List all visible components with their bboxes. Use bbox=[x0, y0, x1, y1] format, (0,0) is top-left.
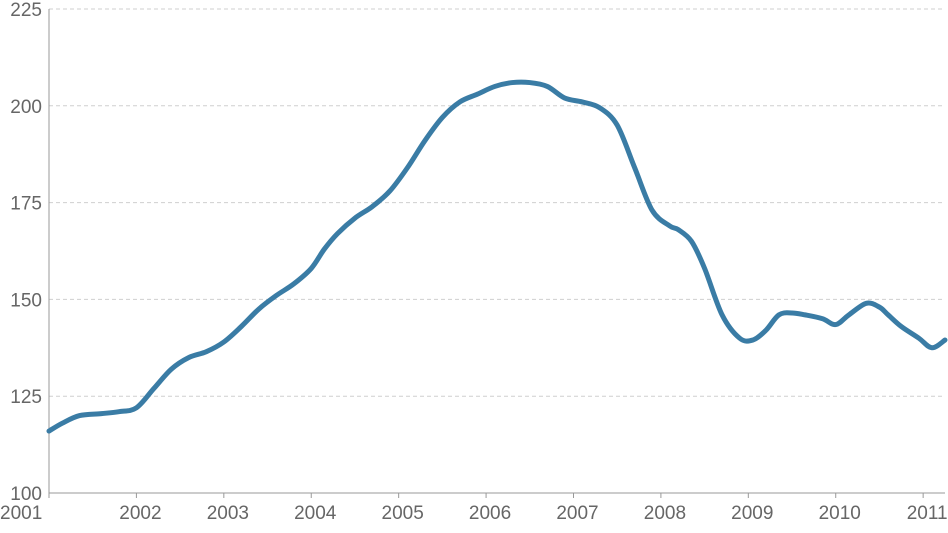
x-tick-label: 2008 bbox=[644, 503, 686, 524]
x-tick-labels: 2001 2002 2003 2004 2005 2006 2007 2008 2009 2010… bbox=[0, 503, 948, 524]
x-tick-label: 2003 bbox=[207, 503, 249, 524]
y-tick-label: 150 bbox=[10, 290, 42, 311]
grid-lines bbox=[49, 8, 945, 397]
axes bbox=[48, 9, 945, 498]
x-tick-label: 2011 bbox=[907, 503, 948, 524]
x-tick-label: 2005 bbox=[382, 503, 424, 524]
y-tick-label: 100 bbox=[10, 484, 42, 505]
x-tick-label: 2006 bbox=[469, 503, 511, 524]
x-tick-label: 2002 bbox=[119, 503, 161, 524]
x-tick-label: 2007 bbox=[556, 503, 598, 524]
y-tick-labels: 100 125 150 175 200 225 bbox=[10, 0, 42, 505]
x-tick-label: 2009 bbox=[731, 503, 773, 524]
y-tick-label: 125 bbox=[10, 387, 42, 408]
x-tick-label: 2004 bbox=[294, 503, 337, 524]
series-line bbox=[46, 79, 948, 434]
y-tick-label: 175 bbox=[10, 194, 42, 215]
x-tick-label: 2001 bbox=[0, 503, 42, 524]
series-layer bbox=[46, 79, 948, 434]
y-tick-label: 225 bbox=[10, 0, 42, 21]
x-tick-label: 2010 bbox=[819, 503, 861, 524]
y-tick-label: 200 bbox=[10, 97, 42, 118]
